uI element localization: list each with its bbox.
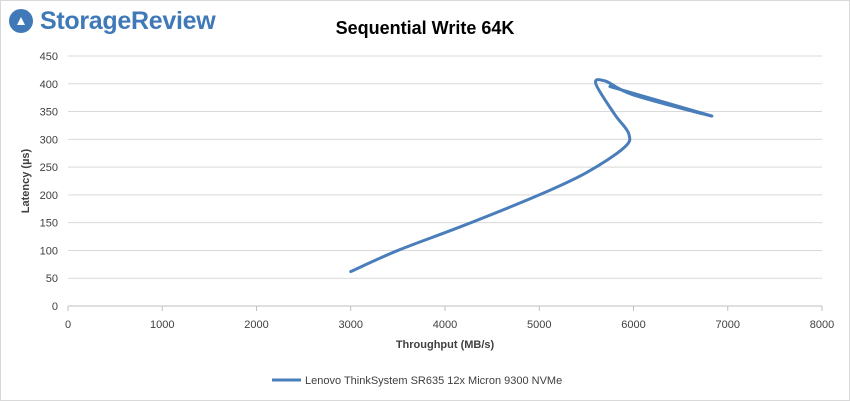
y-tick-label: 400 — [40, 79, 58, 91]
x-tick-label: 8000 — [810, 319, 834, 331]
y-axis-title: Latency (µs) — [20, 148, 32, 213]
x-tick-label: 0 — [65, 319, 71, 331]
y-tick-label: 450 — [40, 51, 58, 63]
x-tick-label: 2000 — [244, 319, 268, 331]
y-tick-label: 150 — [40, 218, 58, 230]
y-tick-label: 50 — [46, 273, 58, 285]
x-axis-ticks: 0 1000 2000 3000 4000 5000 6000 7000 8000 — [65, 306, 834, 331]
x-tick-label: 3000 — [339, 319, 363, 331]
x-tick-label: 1000 — [150, 319, 174, 331]
x-axis-title: Throughput (MB/s) — [396, 339, 495, 351]
x-tick-label: 6000 — [621, 319, 645, 331]
y-tick-label: 250 — [40, 162, 58, 174]
x-tick-label: 4000 — [433, 319, 457, 331]
x-tick-label: 7000 — [716, 319, 740, 331]
y-tick-label: 200 — [40, 190, 58, 202]
legend: Lenovo ThinkSystem SR635 12x Micron 9300… — [272, 375, 562, 387]
y-tick-label: 300 — [40, 134, 58, 146]
series-layer — [349, 78, 714, 274]
y-tick-label: 350 — [40, 107, 58, 119]
storagereview-logo: StorageReview — [8, 4, 216, 38]
logo-text: StorageReview — [40, 6, 216, 35]
y-tick-label: 0 — [52, 301, 58, 313]
legend-label: Lenovo ThinkSystem SR635 12x Micron 9300… — [305, 375, 562, 387]
y-tick-label: 100 — [40, 245, 58, 257]
x-tick-label: 5000 — [527, 319, 551, 331]
chart-title: Sequential Write 64K — [336, 18, 515, 38]
y-axis-ticks: 0 50 100 150 200 250 300 350 400 450 — [40, 51, 58, 313]
logo-icon — [9, 9, 33, 33]
series-line-0 — [349, 78, 714, 274]
gridlines — [68, 55, 822, 279]
